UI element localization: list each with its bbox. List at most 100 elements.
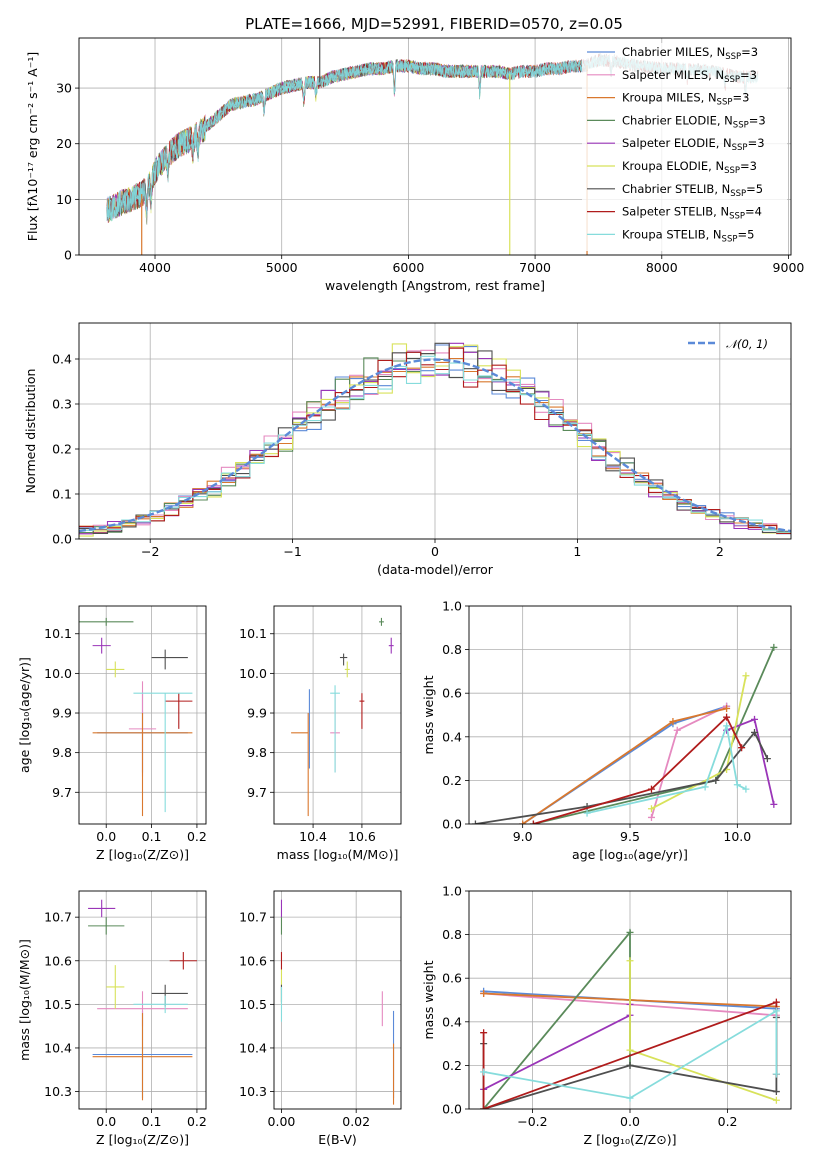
- y-axis-label: Normed distribution: [23, 369, 38, 494]
- y-tick-label: 10.3: [44, 1084, 72, 1099]
- y-tick-label: 10.1: [44, 626, 72, 641]
- series-marker: [480, 989, 488, 997]
- x-axis-label: wavelength [Angstrom, rest frame]: [325, 278, 545, 293]
- legend-label: Salpeter MILES, NSSP=3: [622, 68, 757, 85]
- series-marker: [626, 928, 634, 936]
- y-tick-label: 1.0: [442, 884, 462, 899]
- y-tick-label: 10.1: [239, 626, 267, 641]
- x-tick-label: 8000: [646, 260, 678, 275]
- point-chabrier-elodie: [379, 617, 384, 626]
- point-chabrier-stelib: [151, 984, 188, 1007]
- gaussian-curve: [79, 358, 791, 533]
- x-tick-label: 6000: [392, 260, 424, 275]
- x-tick-label: 0: [431, 544, 439, 559]
- y-tick-label: 10.0: [44, 666, 72, 681]
- y-tick-label: 0.0: [442, 817, 462, 832]
- point-kroupa-elodie: [106, 965, 125, 1009]
- series-marker: [673, 726, 681, 734]
- legend-label-text: Chabrier STELIB, N: [622, 182, 730, 196]
- x-tick-label: −2: [141, 544, 159, 559]
- series-kroupa-elodie: [626, 957, 780, 1104]
- series-marker: [742, 785, 750, 793]
- series-marker: [772, 1070, 780, 1078]
- series-kroupa-miles: [519, 704, 731, 824]
- residuals-panel: −2 −1 0 1 2 0.0 0.1 0.2 0.3 0.4 (data-model)/error…: [23, 322, 792, 577]
- y-tick-label: 10.6: [239, 953, 267, 968]
- legend-label: Chabrier ELODIE, NSSP=3: [622, 113, 766, 130]
- point-kroupa-elodie: [106, 661, 125, 678]
- legend-label-text: Kroupa ELODIE, N: [622, 159, 724, 173]
- point-salpeter-stelib: [165, 693, 193, 729]
- y-tick-label: 10.5: [239, 997, 267, 1012]
- legend-label-subscript: SSP: [730, 189, 746, 199]
- figure-title: PLATE=1666, MJD=52991, FIBERID=0570, z=0…: [245, 15, 623, 33]
- y-tick-label: 0.6: [442, 971, 462, 986]
- legend-label-text: Kroupa STELIB, N: [622, 227, 722, 241]
- y-tick-label: 0: [64, 248, 72, 263]
- legend: 𝒩(0, 1): [688, 337, 768, 351]
- plot-area: [291, 617, 394, 817]
- y-tick-label: 0.8: [442, 927, 462, 942]
- x-tick-label: 10.4: [299, 829, 327, 844]
- spectrum-panel: 4000 5000 6000 7000 8000 9000 0 10 20 30 wavelengt…: [25, 37, 804, 293]
- series-marker: [751, 728, 759, 736]
- legend-label: Salpeter STELIB, NSSP=4: [622, 205, 762, 222]
- y-tick-label: 0.1: [52, 487, 72, 502]
- series-line: [650, 705, 727, 818]
- axes-frame: [78, 37, 792, 256]
- series-marker: [529, 820, 537, 824]
- legend-label-subscript: SSP: [732, 143, 748, 153]
- legend-label: Chabrier STELIB, NSSP=5: [622, 182, 763, 199]
- series-marker: [723, 722, 731, 730]
- x-tick-label: 0.0: [96, 829, 116, 844]
- series-marker: [738, 744, 746, 752]
- x-tick-label: 0.02: [342, 1114, 370, 1129]
- y-tick-label: 10.6: [44, 953, 72, 968]
- series-kroupa-stelib: [480, 1007, 780, 1102]
- y-tick-label: 0.2: [52, 442, 72, 457]
- series-marker: [583, 809, 591, 817]
- y-tick-label: 9.8: [52, 745, 72, 760]
- x-axis-label: Z [log₁₀(Z/Z⊙)]: [584, 1132, 677, 1147]
- legend-label: Kroupa MILES, NSSP=3: [622, 91, 749, 108]
- plot-area: [280, 899, 395, 1105]
- y-tick-label: 10.5: [44, 997, 72, 1012]
- point-salpeter-stelib: [359, 693, 365, 729]
- x-tick-label: 4000: [139, 260, 171, 275]
- x-axis-label: (data-model)/error: [377, 562, 494, 577]
- series-marker: [733, 781, 741, 789]
- point-salpeter-elodie: [92, 637, 111, 654]
- y-tick-label: 9.9: [52, 706, 72, 721]
- x-tick-label: −1: [283, 544, 301, 559]
- legend-label-text: Chabrier ELODIE, N: [622, 113, 733, 127]
- series-marker: [770, 800, 778, 808]
- legend-label-value: =3: [732, 91, 749, 105]
- series-marker: [723, 704, 731, 712]
- series-line: [522, 707, 727, 824]
- series-marker: [723, 713, 731, 721]
- series-marker: [626, 1046, 634, 1054]
- series-marker: [480, 1105, 488, 1109]
- legend-label-value: =3: [748, 136, 765, 150]
- series-marker: [647, 813, 655, 821]
- series-marker: [626, 1061, 634, 1069]
- x-tick-label: 0.2: [187, 829, 207, 844]
- y-tick-label: 10.3: [239, 1084, 267, 1099]
- series-salpeter-miles: [647, 702, 731, 821]
- weight-vs-metallicity-panel: −0.2 0.0 0.2 0.0 0.2 0.4 0.6 0.8 1.0 Z [log₁₀(Z/Z…: [421, 884, 792, 1147]
- y-tick-label: 0.8: [442, 642, 462, 657]
- legend-label-value: =4: [745, 205, 762, 219]
- y-tick-label: 10.7: [44, 910, 72, 925]
- legend-label-subscript: SSP: [729, 212, 745, 222]
- point-chabrier-stelib: [151, 649, 188, 670]
- point-chabrier-elodie: [88, 917, 125, 935]
- y-axis-label: age [log₁₀(age/yr)]: [17, 657, 32, 773]
- mass-vs-ebv-panel: 0.00 0.02 10.3 10.4 10.5 10.6 10.7 E(B-V): [239, 890, 402, 1147]
- y-tick-label: 0.4: [442, 1014, 462, 1029]
- legend-label-text: Kroupa MILES, N: [622, 91, 717, 105]
- legend-label-text: Salpeter STELIB, N: [622, 205, 729, 219]
- x-tick-label: 0.2: [718, 1114, 738, 1129]
- x-tick-label: 0.00: [268, 1114, 296, 1129]
- series-marker: [751, 715, 759, 723]
- series-marker: [763, 755, 771, 763]
